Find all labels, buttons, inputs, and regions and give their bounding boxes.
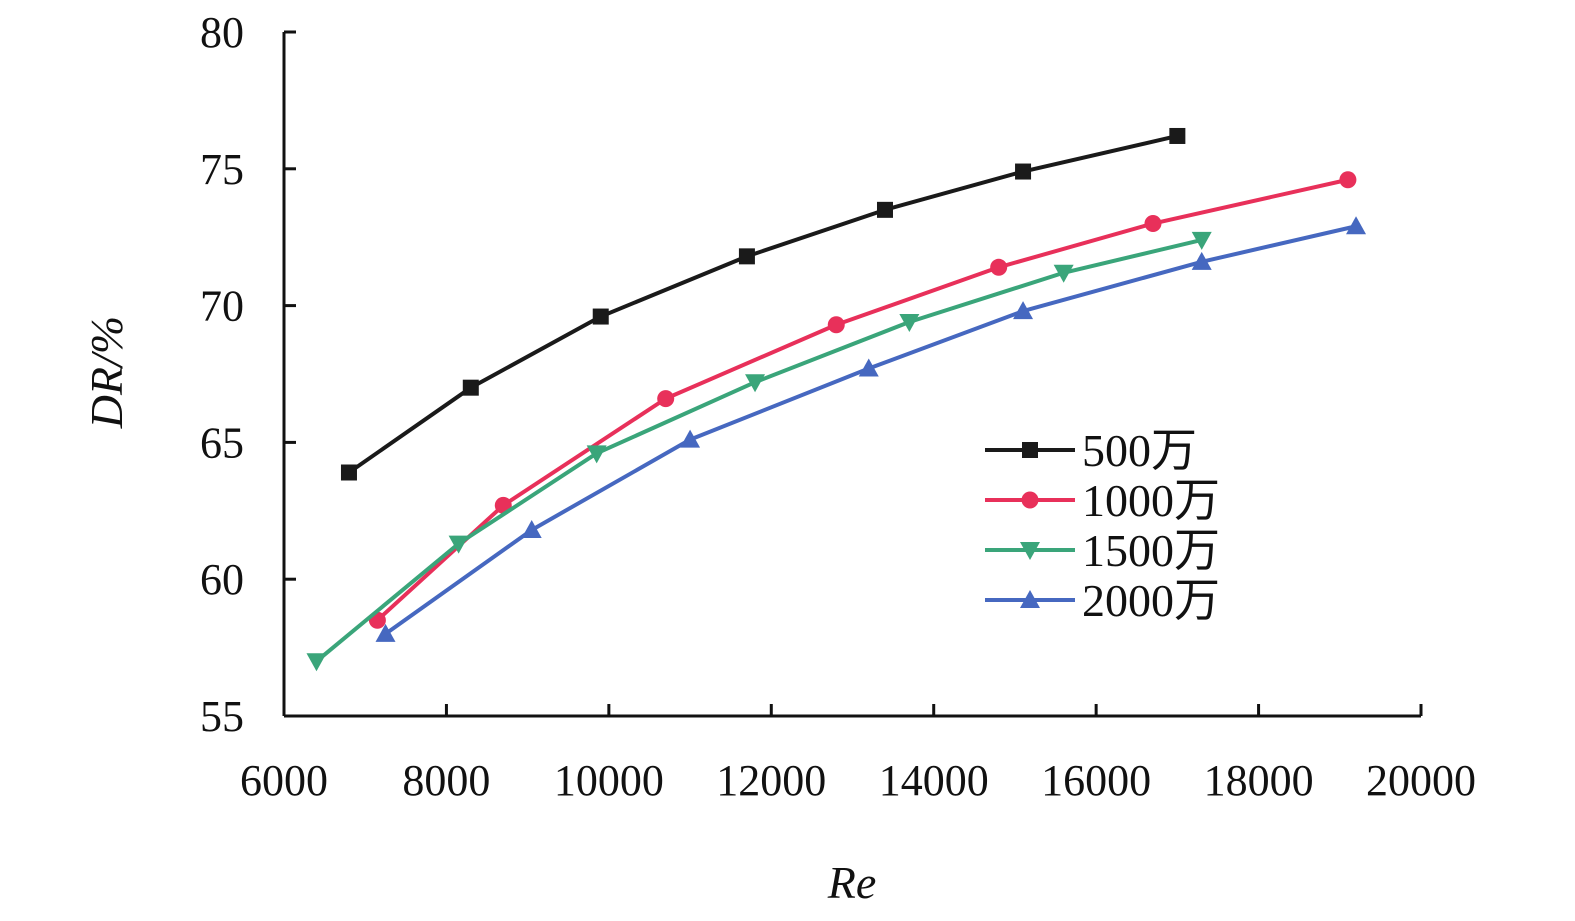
data-point (1144, 215, 1162, 233)
data-point (745, 374, 766, 393)
y-tick-label: 65 (200, 418, 244, 467)
x-tick-label: 18000 (1204, 756, 1314, 805)
legend-item: 2000万 (985, 575, 1220, 626)
series-layer (306, 127, 1367, 672)
legend-marker (1021, 491, 1039, 509)
legend-label: 1000万 (1082, 475, 1220, 526)
x-tick-label: 16000 (1041, 756, 1151, 805)
y-tick-label: 60 (200, 555, 244, 604)
data-point (340, 464, 357, 481)
legend-label: 500万 (1082, 425, 1197, 476)
y-tick-label: 75 (200, 145, 244, 194)
legend-marker (1020, 542, 1040, 560)
data-point (680, 429, 701, 448)
series-0 (340, 127, 1186, 481)
legend-marker (1022, 442, 1038, 458)
data-point (1013, 301, 1034, 320)
axes (282, 32, 1421, 718)
data-point (858, 358, 879, 377)
legend-marker (1020, 590, 1040, 608)
data-point (990, 258, 1008, 276)
y-tick-label: 80 (200, 8, 244, 57)
data-point (1053, 264, 1074, 283)
data-point (1169, 127, 1186, 144)
data-point (1015, 163, 1032, 180)
data-point (586, 445, 607, 464)
x-ticks: 6000 8000 10000 12000 14000 16000 18000 20000 (240, 704, 1476, 805)
x-axis-title: Re (827, 857, 877, 908)
x-tick-label: 20000 (1366, 756, 1476, 805)
y-tick-label: 70 (200, 282, 244, 331)
data-point (1191, 231, 1212, 250)
data-point (448, 535, 469, 554)
data-point (899, 314, 920, 333)
y-axis-title: DR/% (81, 316, 132, 429)
x-tick-label: 6000 (240, 756, 328, 805)
data-point (1339, 171, 1357, 189)
x-tick-label: 10000 (554, 756, 664, 805)
data-point (657, 390, 675, 408)
data-point (462, 379, 479, 396)
legend-item: 1500万 (985, 525, 1220, 576)
x-tick-label: 14000 (879, 756, 989, 805)
legend-label: 1500万 (1082, 525, 1220, 576)
y-tick-label: 55 (200, 692, 244, 741)
data-point (1191, 251, 1212, 270)
data-point (738, 248, 755, 265)
data-point (521, 519, 542, 538)
data-point (306, 653, 327, 672)
series-3 (375, 216, 1367, 642)
x-tick-label: 12000 (716, 756, 826, 805)
data-point (827, 316, 845, 334)
data-point (375, 623, 396, 642)
data-point (592, 308, 609, 325)
legend-item: 500万 (985, 425, 1197, 476)
y-ticks: 55 60 65 70 75 80 (200, 8, 296, 741)
legend-label: 2000万 (1082, 575, 1220, 626)
data-point (1346, 216, 1367, 235)
data-point (876, 201, 893, 218)
legend-item: 1000万 (985, 475, 1220, 526)
x-tick-label: 8000 (402, 756, 490, 805)
series-2 (306, 231, 1212, 672)
